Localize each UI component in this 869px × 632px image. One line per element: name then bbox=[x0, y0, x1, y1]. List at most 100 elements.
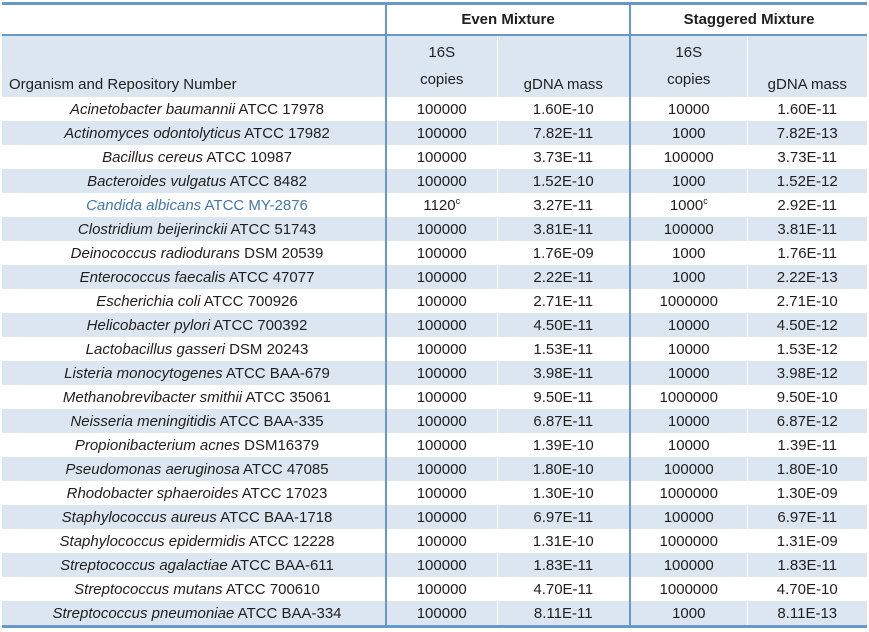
even-gdna-mass-value: 1.31E-10 bbox=[497, 529, 631, 553]
even-16s-copies-value: 100000 bbox=[385, 433, 498, 457]
organism-name: Helicobacter pylori bbox=[86, 316, 211, 334]
organism-cell: Candida albicans ATCC MY-2876 bbox=[2, 193, 387, 217]
organism-name: Staphylococcus epidermidis bbox=[59, 532, 246, 550]
even-16s-copies-value: 100000 bbox=[385, 289, 498, 313]
staggered-16s-copies-value: 100000 bbox=[629, 217, 748, 241]
table-row: Rhodobacter sphaeroides ATCC 17023 100000… bbox=[2, 481, 867, 505]
staggered-copies-label: copies bbox=[667, 71, 711, 88]
even-gdna-mass-value: 1.83E-11 bbox=[497, 553, 631, 577]
repository-number: ATCC 700926 bbox=[203, 292, 298, 310]
organism-cell: Enterococcus faecalis ATCC 47077 bbox=[2, 265, 387, 289]
even-gdna-mass-header: gDNA mass bbox=[497, 35, 631, 97]
even-gdna-mass-value: 3.98E-11 bbox=[497, 361, 631, 385]
staggered-gdna-mass-value: 1.30E-09 bbox=[776, 484, 838, 502]
even-gdna-mass-value: 2.71E-11 bbox=[497, 289, 631, 313]
even-16s-copies-value: 100000 bbox=[385, 457, 498, 481]
staggered-16s-copies-value: 10000 bbox=[629, 433, 748, 457]
repository-number: ATCC 8482 bbox=[229, 172, 307, 190]
staggered-16s-copies-value: 1000000 bbox=[629, 385, 748, 409]
even-copies-label: copies bbox=[420, 71, 464, 88]
staggered-gdna-mass-value: 1.39E-11 bbox=[777, 436, 838, 454]
organism-name: Propionibacterium acnes bbox=[74, 436, 240, 454]
table-body: Acinetobacter baumannii ATCC 17978 100000… bbox=[2, 97, 867, 627]
repository-number: ATCC 700392 bbox=[213, 316, 308, 334]
even-gdna-mass-value: 3.81E-11 bbox=[497, 217, 631, 241]
staggered-16s-copies-value: 1000000 bbox=[629, 529, 748, 553]
organism-cell: Bacillus cereus ATCC 10987 bbox=[2, 145, 387, 169]
even-16s-copies-value: 100000 bbox=[385, 217, 498, 241]
staggered-16s-copies-value: 1000000 bbox=[629, 577, 748, 601]
even-16s-copies-value: 100000 bbox=[385, 97, 498, 121]
even-16s-copies-value: 100000 bbox=[385, 337, 498, 361]
table-row: Methanobrevibacter smithii ATCC 35061 100… bbox=[2, 385, 867, 409]
staggered-16s-copies-value: 1000 bbox=[629, 241, 748, 265]
even-16s-copies-header: 16S copies bbox=[385, 35, 498, 97]
table-row: Clostridium beijerinckii ATCC 51743 10000… bbox=[2, 217, 867, 241]
organism-cell: Streptococcus agalactiae ATCC BAA-611 bbox=[2, 553, 387, 577]
organism-name: Pseudomonas aeruginosa bbox=[65, 460, 240, 478]
repository-number: DSM16379 bbox=[244, 436, 320, 454]
organism-cell: Staphylococcus aureus ATCC BAA-1718 bbox=[2, 505, 387, 529]
even-gdna-mass-value: 1.76E-09 bbox=[497, 241, 631, 265]
staggered-gdna-mass-value: 1.83E-11 bbox=[747, 553, 867, 577]
table-row: Neisseria meningitidis ATCC BAA-335 10000… bbox=[2, 409, 867, 433]
even-16s-copies-value: 100000 bbox=[385, 601, 498, 627]
staggered-16s-copies-value: 10000 bbox=[629, 361, 748, 385]
even-16s-label: 16S bbox=[428, 44, 456, 61]
staggered-gdna-mass-value: 3.98E-12 bbox=[747, 361, 867, 385]
even-16s-copies-value: 100000 bbox=[385, 361, 498, 385]
even-gdna-mass-value: 1.52E-10 bbox=[497, 169, 631, 193]
staggered-gdna-mass-value: 9.50E-10 bbox=[776, 388, 838, 406]
staggered-16s-copies-value: 100000 bbox=[629, 457, 748, 481]
even-gdna-mass-value: 1.80E-10 bbox=[497, 457, 631, 481]
even-gdna-mass-value: 1.30E-10 bbox=[497, 481, 631, 505]
organism-name: Enterococcus faecalis bbox=[79, 268, 226, 286]
organism-cell: Deinococcus radiodurans DSM 20539 bbox=[2, 241, 387, 265]
staggered-16s-label: 16S bbox=[675, 44, 703, 61]
staggered-gdna-mass-value: 1.52E-12 bbox=[747, 169, 867, 193]
staggered-gdna-mass-value: 1.53E-12 bbox=[776, 340, 838, 358]
organism-name: Bacillus cereus bbox=[102, 148, 203, 166]
staggered-16s-copies-header: 16S copies bbox=[629, 35, 748, 97]
even-gdna-mass-value: 9.50E-11 bbox=[497, 385, 631, 409]
even-16s-copies-value: 100000 bbox=[385, 505, 498, 529]
staggered-gdna-mass-value: 4.50E-12 bbox=[747, 313, 867, 337]
organism-name: Actinomyces odontolyticus bbox=[64, 124, 241, 142]
repository-number: DSM 20539 bbox=[244, 244, 324, 262]
staggered-16s-copies-value: 100000 bbox=[629, 553, 748, 577]
table-row: Lactobacillus gasseri DSM 20243 100000 1.5… bbox=[2, 337, 867, 361]
organism-cell: Rhodobacter sphaeroides ATCC 17023 bbox=[2, 481, 387, 505]
organism-cell: Listeria monocytogenes ATCC BAA-679 bbox=[2, 361, 387, 385]
repository-number: ATCC BAA-1718 bbox=[220, 508, 333, 526]
repository-number: ATCC MY-2876 bbox=[204, 196, 308, 214]
staggered-16s-copies-value: 1000000 bbox=[629, 481, 748, 505]
table-row: Bacteroides vulgatus ATCC 8482 100000 1.52… bbox=[2, 169, 867, 193]
staggered-16s-copies-value: 100000 bbox=[629, 505, 748, 529]
organism-name: Lactobacillus gasseri bbox=[85, 340, 225, 358]
staggered-16s-copies-value: 1000 bbox=[629, 265, 748, 289]
organism-cell: Neisseria meningitidis ATCC BAA-335 bbox=[2, 409, 387, 433]
staggered-gdna-mass-value: 8.11E-13 bbox=[747, 601, 867, 627]
even-16s-copies-value: 100000 bbox=[385, 265, 498, 289]
organism-cell: Acinetobacter baumannii ATCC 17978 bbox=[2, 97, 387, 121]
organism-name: Streptococcus mutans bbox=[74, 580, 223, 598]
even-16s-copies-value: 100000 bbox=[385, 553, 498, 577]
even-16s-copies-value: 1120c bbox=[385, 193, 498, 217]
repository-number: ATCC 47085 bbox=[243, 460, 329, 478]
repository-number: ATCC BAA-335 bbox=[219, 412, 324, 430]
organism-cell: Escherichia coli ATCC 700926 bbox=[2, 289, 387, 313]
table-row: Enterococcus faecalis ATCC 47077 100000 2.… bbox=[2, 265, 867, 289]
organism-cell: Helicobacter pylori ATCC 700392 bbox=[2, 313, 387, 337]
even-gdna-mass-value: 1.39E-10 bbox=[497, 433, 631, 457]
table-row: Candida albicans ATCC MY-2876 1120c 3.27E-… bbox=[2, 193, 867, 217]
even-gdna-mass-value: 8.11E-11 bbox=[497, 601, 631, 627]
staggered-gdna-mass-value: 7.82E-13 bbox=[747, 121, 867, 145]
even-16s-copies-value: 100000 bbox=[385, 121, 498, 145]
table-row: Actinomyces odontolyticus ATCC 17982 1000… bbox=[2, 121, 867, 145]
group-header-row: Even Mixture Staggered Mixture bbox=[2, 3, 867, 36]
even-gdna-mass-value: 7.82E-11 bbox=[497, 121, 631, 145]
staggered-gdna-mass-value: 6.97E-11 bbox=[747, 505, 867, 529]
even-gdna-mass-value: 4.50E-11 bbox=[497, 313, 631, 337]
staggered-gdna-mass-value: 2.71E-10 bbox=[776, 292, 838, 310]
even-gdna-mass-value: 6.87E-11 bbox=[497, 409, 631, 433]
